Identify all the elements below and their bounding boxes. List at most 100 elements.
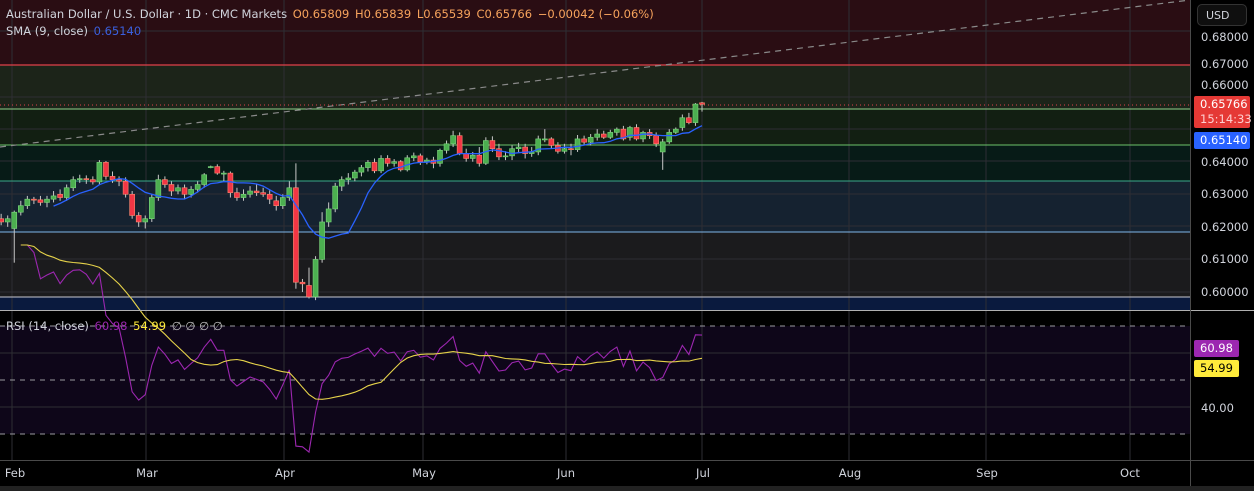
candle (312, 256, 319, 301)
sma-legend: SMA (9, close) 0.65140 (6, 24, 143, 38)
candle (181, 184, 188, 200)
candle (371, 158, 378, 174)
candle-body (155, 179, 162, 198)
candle (417, 153, 424, 165)
candle-body (548, 138, 555, 146)
candle-body (515, 146, 522, 149)
candle-body (522, 146, 528, 154)
level-lines (0, 64, 1190, 298)
candle-body (686, 117, 692, 123)
candle-body (266, 193, 273, 200)
sma-value: 0.65140 (93, 24, 142, 38)
candle (234, 187, 240, 201)
candle-body (653, 135, 659, 145)
price-tick: 0.66000 (1201, 78, 1249, 92)
sma-label[interactable]: SMA (9, close) (6, 24, 88, 38)
candle (17, 200, 24, 216)
candle-body (201, 174, 207, 185)
candle (175, 184, 181, 195)
candle (437, 148, 443, 167)
symbol-legend: Australian Dollar / U.S. Dollar · 1D · C… (6, 7, 656, 21)
candle-body (535, 138, 542, 153)
candle-body (273, 200, 280, 206)
rsi-label[interactable]: RSI (14, close) (6, 319, 89, 333)
candle (103, 161, 109, 180)
candle (502, 151, 509, 161)
open-value: O0.65809 (292, 7, 350, 21)
candle (627, 125, 633, 141)
candle (659, 138, 666, 170)
candle-body (188, 189, 194, 195)
candle-body (476, 154, 483, 164)
candle (352, 169, 358, 182)
candle-body (666, 132, 673, 143)
candle (37, 195, 44, 206)
candle-body (312, 259, 319, 298)
candle-body (214, 166, 221, 174)
rsi-value: 60.98 (94, 319, 128, 333)
trend-line[interactable] (0, 0, 1191, 148)
candle-body (4, 218, 11, 223)
candle (600, 130, 607, 139)
candle (260, 187, 266, 197)
price-tick: 0.61000 (1201, 252, 1249, 266)
last-price-badge: 0.65766 15:14:33 (1194, 96, 1252, 128)
candle-body (574, 138, 581, 150)
sma-line (53, 125, 703, 239)
candle (31, 196, 37, 205)
bar-countdown: 15:14:33 (1200, 112, 1252, 126)
candle-body (502, 155, 509, 158)
candle (273, 195, 280, 211)
candle-body (397, 161, 404, 171)
candle-body (168, 184, 175, 192)
candle-body (633, 127, 640, 140)
candle (57, 189, 63, 201)
candle (633, 124, 640, 141)
candle-body (240, 193, 247, 198)
high-value: H0.65839 (354, 7, 412, 21)
currency-button[interactable]: USD (1197, 4, 1247, 26)
change-value: −0.00042 (−0.06%) (537, 7, 654, 21)
bottom-strip (0, 486, 1254, 491)
candle (443, 140, 450, 154)
candle (50, 191, 57, 203)
candle (594, 129, 601, 141)
time-label: Feb (4, 466, 26, 480)
candle-body (96, 162, 103, 183)
candle-body (456, 135, 463, 154)
candle (194, 181, 201, 193)
candle (581, 135, 587, 146)
candle (142, 215, 149, 229)
candle (325, 202, 332, 227)
candle (207, 165, 214, 169)
candle-body (279, 197, 286, 206)
candle-body (614, 128, 620, 133)
symbol-title[interactable]: Australian Dollar / U.S. Dollar · 1D · C… (6, 7, 288, 21)
candle-body (640, 132, 646, 140)
candle (227, 171, 234, 198)
candle-body (600, 133, 607, 138)
candle-body (247, 190, 253, 195)
candle-body (221, 172, 227, 175)
candle (253, 184, 260, 196)
candle-body (162, 179, 168, 185)
candle (299, 278, 306, 292)
candle-body (659, 141, 666, 153)
candle-body (672, 128, 679, 133)
candle-body (378, 158, 384, 172)
candle (214, 164, 221, 175)
candle (410, 152, 417, 162)
candle (568, 143, 574, 156)
candle-body (568, 148, 574, 150)
candle-body (692, 103, 699, 123)
candle-body (253, 190, 260, 193)
candle-body (11, 211, 18, 229)
candle (456, 132, 463, 156)
last-price: 0.65766 (1200, 97, 1248, 111)
candle (63, 184, 70, 201)
rsi-line (20, 244, 703, 454)
candle (168, 181, 175, 196)
candle-body (293, 187, 299, 283)
rsi-guide-lines (0, 325, 1190, 435)
